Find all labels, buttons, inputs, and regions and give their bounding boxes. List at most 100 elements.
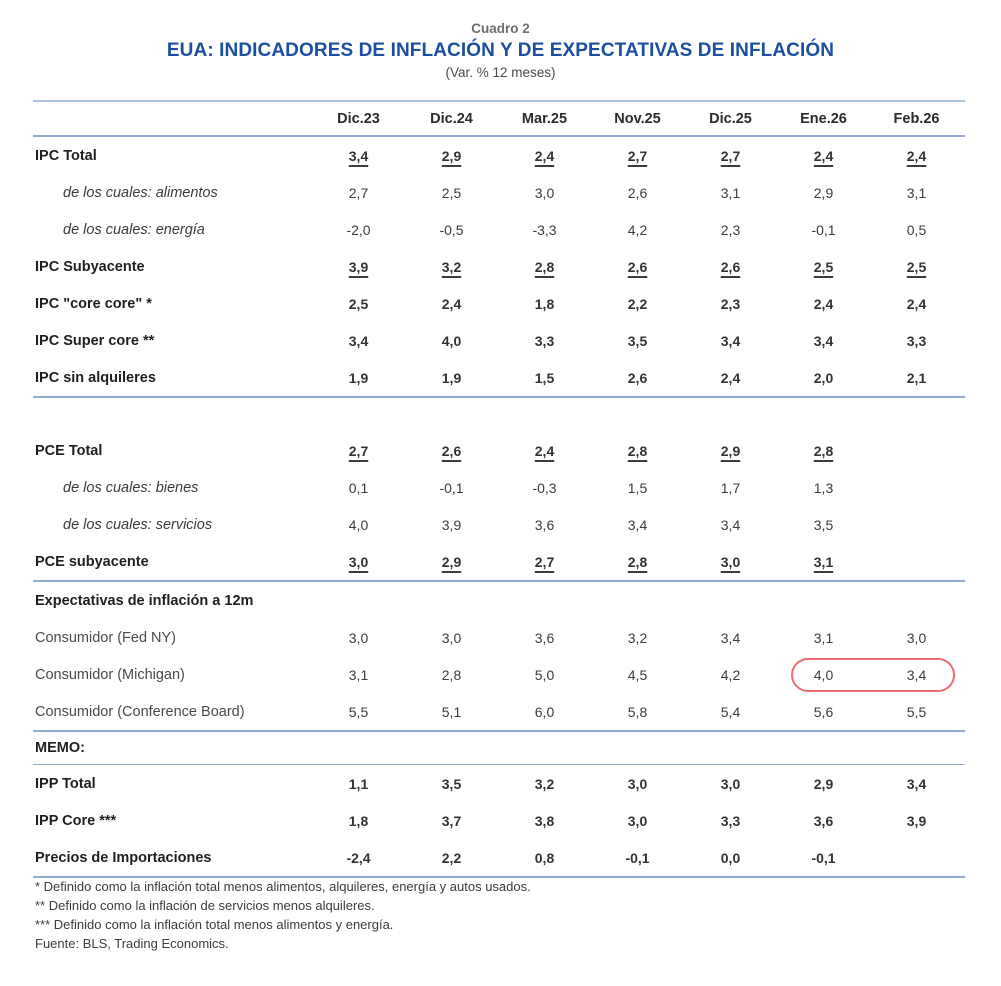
row-label: PCE subyacente bbox=[35, 553, 149, 570]
row-label: Consumidor (Conference Board) bbox=[35, 703, 245, 720]
value-cell: 4,0 bbox=[813, 666, 834, 683]
table-number: Cuadro 2 bbox=[471, 21, 530, 36]
value-cell: 2,6 bbox=[720, 258, 741, 275]
row-label: IPC "core core" * bbox=[35, 295, 152, 312]
value-cell: -3,3 bbox=[532, 221, 557, 238]
value-cell: 3,8 bbox=[534, 812, 555, 829]
value-cell: -2,0 bbox=[346, 221, 371, 238]
table-row: PCE subyacente 3,0 2,9 2,7 2,8 3,0 3,1 bbox=[33, 543, 965, 582]
value-cell: 2,9 bbox=[813, 184, 834, 201]
value-cell: 3,7 bbox=[441, 812, 462, 829]
inflation-table: Dic.23 Dic.24 Mar.25 Nov.25 Dic.25 Ene.26 Feb.… bbox=[33, 100, 965, 878]
value-cell: 3,4 bbox=[906, 666, 927, 683]
value-cell: 2,5 bbox=[441, 184, 462, 201]
value-cell: 2,3 bbox=[720, 221, 741, 238]
value-cell: 2,4 bbox=[441, 295, 462, 312]
table-row: IPP Total 1,1 3,5 3,2 3,0 3,0 2,9 3,4 bbox=[33, 765, 965, 802]
value-cell: 2,0 bbox=[813, 369, 834, 386]
column-header: Dic.24 bbox=[430, 110, 473, 127]
row-label: IPC Total bbox=[35, 147, 97, 164]
value-cell: 0,5 bbox=[906, 221, 927, 238]
value-cell: 4,2 bbox=[627, 221, 648, 238]
table-row: MEMO: bbox=[33, 732, 965, 765]
table-row: IPC sin alquileres 1,9 1,9 1,5 2,6 2,4 2,0 2,1 bbox=[33, 359, 965, 398]
table-header-row: Dic.23 Dic.24 Mar.25 Nov.25 Dic.25 Ene.26 Feb.… bbox=[33, 100, 965, 137]
value-cell: 3,5 bbox=[813, 516, 834, 533]
table-row: Consumidor (Michigan) 3,1 2,8 5,0 4,5 4,2 4,0 3… bbox=[33, 656, 965, 693]
value-cell: -0,1 bbox=[811, 849, 836, 866]
table-row: IPC "core core" * 2,5 2,4 1,8 2,2 2,3 2,4 2,4 bbox=[33, 285, 965, 322]
table-row: de los cuales: energía -2,0 -0,5 -3,3 4,2 2,3… bbox=[33, 211, 965, 248]
value-cell: 3,3 bbox=[906, 332, 927, 349]
value-cell: 3,0 bbox=[627, 775, 648, 792]
value-cell: 3,4 bbox=[720, 332, 741, 349]
value-cell: 3,2 bbox=[441, 258, 462, 275]
value-cell: 2,4 bbox=[720, 369, 741, 386]
value-cell: 0,1 bbox=[348, 479, 369, 496]
value-cell: 2,4 bbox=[534, 147, 555, 164]
value-cell: 3,4 bbox=[720, 516, 741, 533]
value-cell: 3,4 bbox=[720, 629, 741, 646]
value-cell: 3,1 bbox=[348, 666, 369, 683]
value-cell: 4,2 bbox=[720, 666, 741, 683]
footnote-line: Fuente: BLS, Trading Economics. bbox=[35, 936, 229, 951]
table-row: Expectativas de inflación a 12m bbox=[33, 582, 965, 619]
page-header: Cuadro 2 EUA: INDICADORES DE INFLACIÓN Y… bbox=[0, 0, 1001, 82]
value-cell: 3,0 bbox=[720, 775, 741, 792]
footnote-line: * Definido como la inflación total menos… bbox=[35, 879, 531, 894]
row-label: Consumidor (Michigan) bbox=[35, 666, 185, 683]
value-cell: 3,1 bbox=[906, 184, 927, 201]
page-title: EUA: INDICADORES DE INFLACIÓN Y DE EXPEC… bbox=[166, 40, 835, 61]
value-cell: 2,3 bbox=[720, 295, 741, 312]
value-cell: 3,0 bbox=[906, 629, 927, 646]
table-row: IPC Super core ** 3,4 4,0 3,3 3,5 3,4 3,4 3,3 bbox=[33, 322, 965, 359]
value-cell: 1,8 bbox=[534, 295, 555, 312]
spacer-row bbox=[33, 398, 965, 432]
value-cell: 5,5 bbox=[906, 703, 927, 720]
value-cell: 2,4 bbox=[534, 442, 555, 459]
value-cell: 2,8 bbox=[534, 258, 555, 275]
value-cell: 3,0 bbox=[627, 812, 648, 829]
row-label: de los cuales: servicios bbox=[63, 516, 213, 533]
value-cell: 2,7 bbox=[348, 184, 369, 201]
value-cell: 3,5 bbox=[441, 775, 462, 792]
column-header: Mar.25 bbox=[521, 110, 568, 127]
value-cell: 1,5 bbox=[534, 369, 555, 386]
value-cell: 3,4 bbox=[906, 775, 927, 792]
value-cell: 1,7 bbox=[720, 479, 741, 496]
value-cell: 1,9 bbox=[348, 369, 369, 386]
value-cell: 3,6 bbox=[534, 629, 555, 646]
table-row: IPP Core *** 1,8 3,7 3,8 3,0 3,3 3,6 3,9 bbox=[33, 802, 965, 839]
value-cell: 5,4 bbox=[720, 703, 741, 720]
value-cell: 5,6 bbox=[813, 703, 834, 720]
table-body: IPC Total 3,4 2,9 2,4 2,7 2,7 2,4 2,4 de los cua… bbox=[33, 137, 965, 878]
value-cell: 2,8 bbox=[813, 442, 834, 459]
column-header: Feb.26 bbox=[893, 110, 940, 127]
value-cell: 3,4 bbox=[627, 516, 648, 533]
value-cell: 1,1 bbox=[348, 775, 369, 792]
row-label: Expectativas de inflación a 12m bbox=[35, 592, 254, 609]
column-header: Ene.26 bbox=[800, 110, 847, 127]
value-cell: -0,1 bbox=[625, 849, 650, 866]
table-row: Consumidor (Fed NY) 3,0 3,0 3,6 3,2 3,4 3,1 3,0 bbox=[33, 619, 965, 656]
value-cell: 3,0 bbox=[348, 553, 369, 570]
value-cell: 0,0 bbox=[720, 849, 741, 866]
value-cell: 2,8 bbox=[627, 442, 648, 459]
value-cell: 3,6 bbox=[534, 516, 555, 533]
value-cell: 3,4 bbox=[813, 332, 834, 349]
value-cell: -0,3 bbox=[532, 479, 557, 496]
column-header: Dic.23 bbox=[337, 110, 380, 127]
value-cell: 2,5 bbox=[813, 258, 834, 275]
value-cell: 5,0 bbox=[534, 666, 555, 683]
value-cell: 2,7 bbox=[720, 147, 741, 164]
value-cell: 2,4 bbox=[813, 147, 834, 164]
value-cell: 3,0 bbox=[720, 553, 741, 570]
value-cell: 3,1 bbox=[813, 553, 834, 570]
row-label: de los cuales: alimentos bbox=[63, 184, 218, 201]
column-header: Dic.25 bbox=[709, 110, 752, 127]
value-cell: 2,5 bbox=[906, 258, 927, 275]
value-cell: 3,0 bbox=[534, 184, 555, 201]
value-cell: 3,2 bbox=[627, 629, 648, 646]
table-row: de los cuales: servicios 4,0 3,9 3,6 3,4 3,4 3… bbox=[33, 506, 965, 543]
